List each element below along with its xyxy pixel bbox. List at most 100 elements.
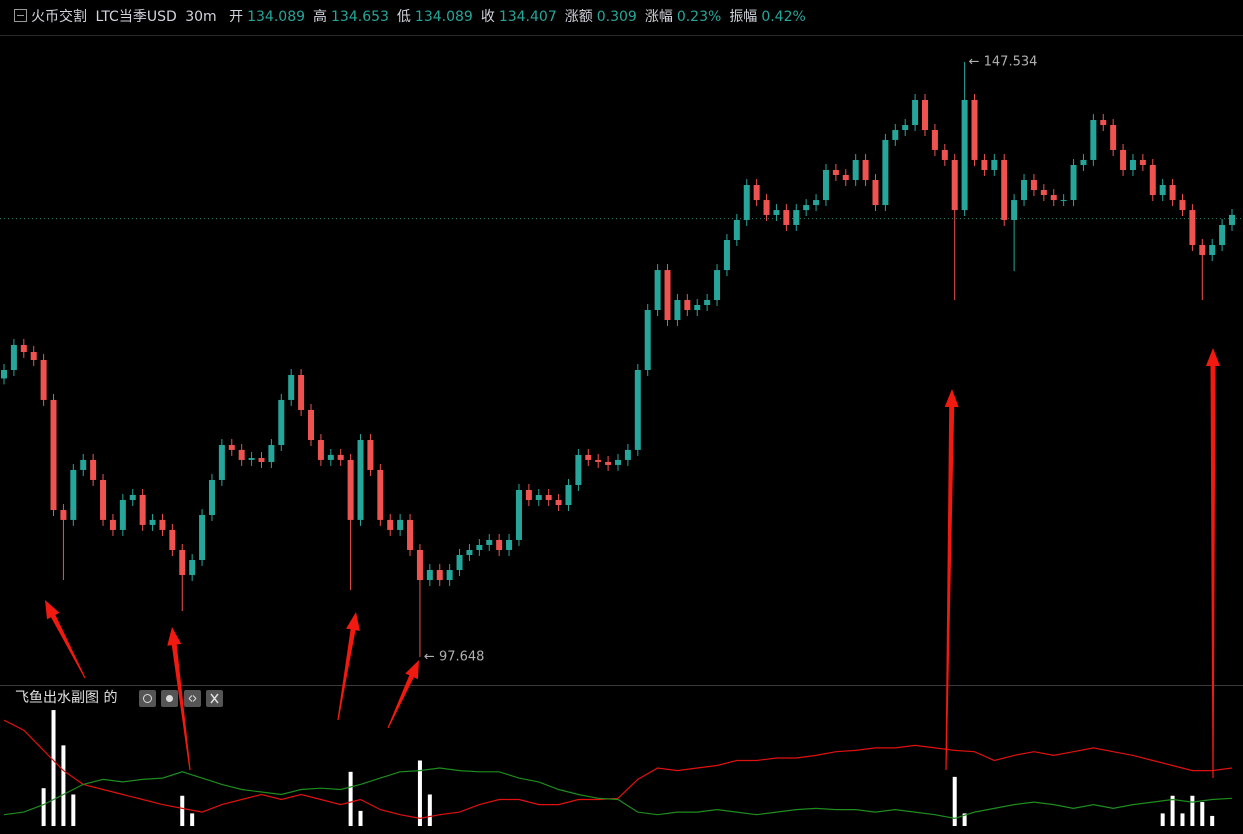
candle-body	[70, 469, 77, 520]
annotation-arrow	[387, 660, 419, 729]
field-value: 134.089	[414, 9, 473, 25]
candle-body	[545, 495, 552, 501]
candle-body	[793, 210, 800, 225]
candle-body	[407, 519, 414, 550]
candle-body	[416, 549, 423, 581]
histogram-bar	[1180, 813, 1185, 826]
candle-body	[733, 219, 740, 240]
candle-body	[268, 445, 275, 462]
candle-body	[129, 495, 136, 501]
hide-button[interactable]	[139, 690, 156, 707]
candle-body	[189, 560, 196, 576]
candle-body	[902, 125, 909, 131]
candle-body	[832, 169, 839, 175]
candle-body	[149, 519, 156, 525]
annotation-arrow	[45, 600, 86, 679]
symbol: LTC当季USD	[95, 9, 177, 25]
field-label: 涨幅	[644, 9, 673, 25]
candle-body	[446, 570, 453, 581]
candle-body	[1001, 159, 1008, 220]
candle-body	[40, 359, 47, 400]
candle-body	[20, 344, 27, 352]
candle-body	[506, 539, 513, 550]
candle-body	[317, 440, 324, 460]
field-value: 134.407	[498, 9, 557, 25]
histogram-bar	[180, 795, 185, 826]
candle-body	[951, 159, 958, 211]
exchange: 火币交割	[31, 9, 87, 25]
candle-body	[1229, 214, 1235, 225]
histogram-bar	[51, 710, 56, 826]
field-label: 振幅	[729, 9, 758, 25]
candle-body	[10, 344, 17, 371]
candle-body	[525, 489, 532, 501]
candle-body	[90, 459, 97, 480]
candle-body	[238, 449, 245, 460]
collapse-button[interactable]	[14, 9, 27, 22]
annotation-arrow	[337, 612, 360, 721]
field-value: 134.653	[331, 9, 389, 25]
candle-body	[743, 185, 750, 220]
candle-body	[862, 159, 869, 181]
candle-body	[1110, 125, 1117, 150]
candle-body	[694, 305, 701, 311]
candle-body	[961, 99, 968, 211]
candle-body	[1030, 180, 1037, 191]
candle-body	[605, 461, 612, 465]
candle-body	[367, 440, 374, 470]
candle-body	[347, 459, 354, 520]
candle-body	[624, 449, 631, 460]
candle-body	[813, 200, 820, 206]
candle-body	[327, 454, 334, 460]
field-value: 0.42%	[761, 9, 806, 25]
code-button[interactable]	[184, 690, 201, 707]
candle-body	[308, 409, 314, 441]
candle-body	[169, 529, 176, 550]
candle-body	[714, 270, 721, 300]
field-value: 134.089	[247, 9, 306, 25]
candle-body	[199, 515, 206, 561]
candle-body	[1050, 195, 1057, 201]
candle-body	[248, 458, 255, 460]
candle-body	[80, 459, 87, 470]
candle-body	[644, 310, 651, 371]
candle-body	[1189, 210, 1196, 246]
candle-body	[218, 445, 225, 480]
candle-body	[228, 445, 235, 450]
candle-body	[634, 370, 641, 450]
candle-body	[486, 539, 493, 545]
histogram-bar	[1200, 802, 1205, 826]
field-label: 涨额	[564, 9, 593, 25]
settings-icon	[166, 695, 173, 702]
hide-icon	[143, 694, 152, 703]
candle-body	[535, 495, 542, 501]
candle-body	[565, 484, 572, 506]
candle-body	[763, 200, 770, 215]
field-label: 开	[229, 9, 244, 25]
candle-body	[426, 570, 433, 581]
histogram-bar	[1160, 813, 1165, 826]
candle-body	[704, 299, 711, 306]
candle-body	[30, 351, 37, 360]
close-icon	[210, 693, 219, 704]
candle-body	[585, 454, 592, 460]
candle-body	[892, 130, 899, 140]
histogram-bar	[190, 813, 195, 826]
candle-body	[991, 159, 998, 170]
candle-body	[298, 375, 305, 410]
max-label: ← 147.534	[969, 54, 1038, 69]
histogram-bar	[427, 794, 432, 826]
candle-body	[377, 469, 384, 520]
candle-body	[100, 479, 107, 520]
candle-body	[1149, 164, 1156, 196]
candle-body	[852, 159, 859, 181]
candle-body	[1209, 245, 1216, 256]
candle-body	[1159, 185, 1166, 196]
histogram-bar	[962, 813, 967, 826]
field-label: 高	[313, 9, 328, 25]
candle-body	[179, 549, 186, 576]
field-label: 低	[396, 9, 411, 25]
candle-body	[159, 519, 166, 530]
